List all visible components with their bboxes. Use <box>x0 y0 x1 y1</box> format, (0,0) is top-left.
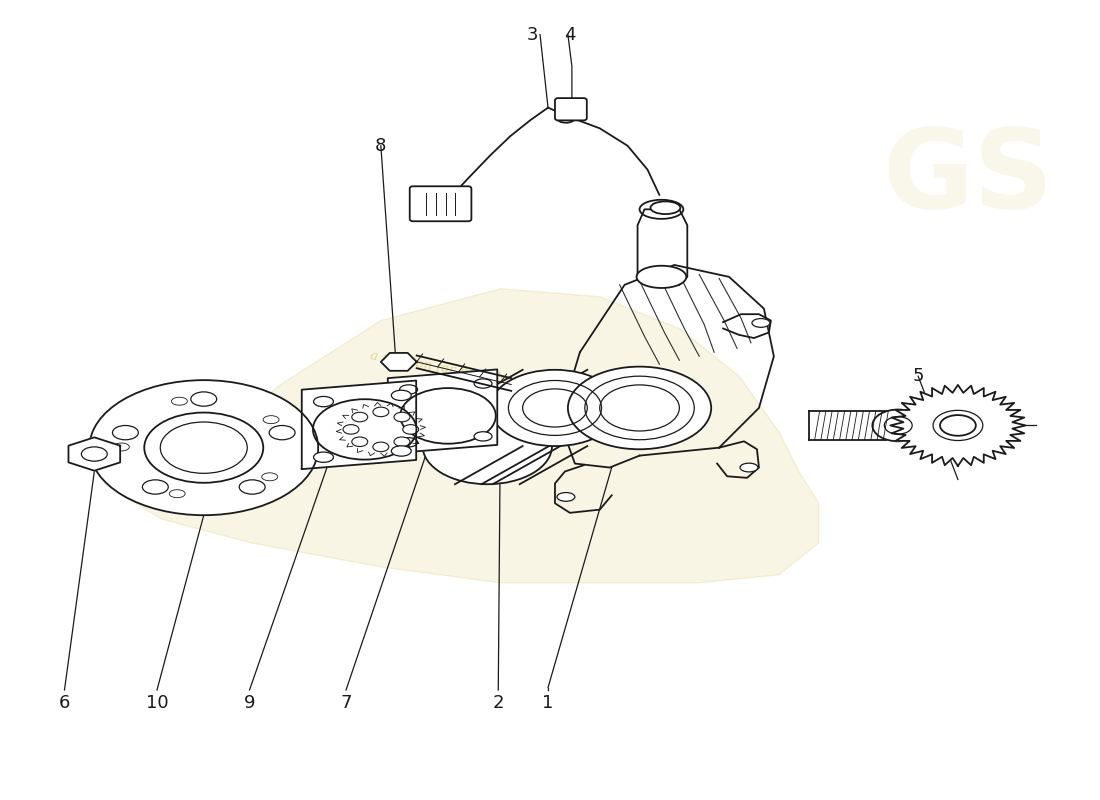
Polygon shape <box>68 438 120 470</box>
Ellipse shape <box>373 442 388 452</box>
Text: a passion for porsche: a passion for porsche <box>368 350 513 387</box>
Ellipse shape <box>637 266 686 288</box>
Ellipse shape <box>403 425 419 434</box>
Ellipse shape <box>392 390 411 401</box>
Ellipse shape <box>352 437 367 446</box>
Text: +1 800 906 4983: +1 800 906 4983 <box>411 394 509 422</box>
Ellipse shape <box>399 385 418 394</box>
Ellipse shape <box>568 366 712 450</box>
Text: 4: 4 <box>564 26 575 43</box>
Ellipse shape <box>752 318 770 327</box>
Polygon shape <box>388 370 497 454</box>
Ellipse shape <box>872 410 924 442</box>
Text: 6: 6 <box>58 694 70 713</box>
Polygon shape <box>808 411 887 440</box>
Polygon shape <box>381 353 417 371</box>
FancyBboxPatch shape <box>556 98 586 120</box>
Polygon shape <box>890 385 1025 466</box>
FancyBboxPatch shape <box>409 186 472 222</box>
Ellipse shape <box>474 432 492 441</box>
Polygon shape <box>301 381 416 469</box>
Ellipse shape <box>394 437 410 446</box>
Text: 8: 8 <box>375 137 386 154</box>
Polygon shape <box>122 289 818 582</box>
Text: 3: 3 <box>526 26 538 43</box>
Text: 5: 5 <box>912 367 924 385</box>
Ellipse shape <box>373 407 388 417</box>
Ellipse shape <box>422 408 552 484</box>
Ellipse shape <box>343 425 359 434</box>
Text: 7: 7 <box>340 694 352 713</box>
Text: GS: GS <box>882 124 1054 231</box>
Ellipse shape <box>650 202 680 214</box>
Ellipse shape <box>399 438 418 447</box>
Ellipse shape <box>394 412 410 422</box>
Text: 9: 9 <box>244 694 255 713</box>
Ellipse shape <box>352 412 367 422</box>
Ellipse shape <box>89 380 318 515</box>
Text: 1: 1 <box>542 694 553 713</box>
Text: 2: 2 <box>493 694 504 713</box>
Text: 10: 10 <box>145 694 168 713</box>
Ellipse shape <box>740 463 758 472</box>
Ellipse shape <box>557 114 575 122</box>
Ellipse shape <box>491 370 619 446</box>
Ellipse shape <box>392 446 411 456</box>
Ellipse shape <box>314 397 333 406</box>
Ellipse shape <box>474 379 492 388</box>
Ellipse shape <box>557 493 575 502</box>
Ellipse shape <box>940 415 976 436</box>
Ellipse shape <box>314 452 333 462</box>
